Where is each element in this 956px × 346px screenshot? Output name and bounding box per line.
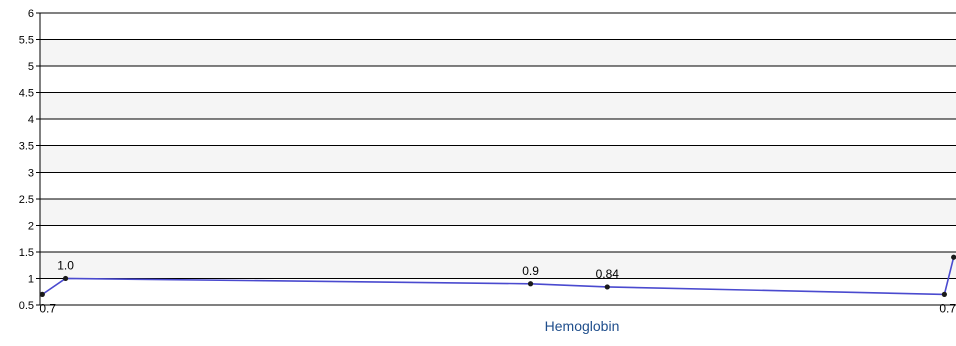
y-tick-label: 4.5 <box>19 88 34 100</box>
data-label: 0.7 <box>39 301 56 315</box>
y-tick-label: 4 <box>28 114 34 126</box>
data-point <box>951 254 956 260</box>
grid-band <box>40 92 956 120</box>
y-tick-label: 1.5 <box>19 247 34 259</box>
data-point <box>62 275 69 282</box>
x-axis-label: Hemoglobin <box>544 318 620 334</box>
y-tick-label: 0.5 <box>19 300 34 312</box>
y-tick-label: 5.5 <box>19 35 34 47</box>
data-label: 1.0 <box>57 258 74 272</box>
data-label: 0.84 <box>596 267 620 281</box>
y-tick-label: 5 <box>28 61 34 73</box>
data-label: 0.9 <box>522 264 539 278</box>
y-tick-label: 3 <box>28 167 34 179</box>
grid-band <box>40 145 956 173</box>
grid-band <box>40 39 956 67</box>
data-point <box>39 291 45 297</box>
gridlines <box>40 12 956 306</box>
grid-band <box>40 198 956 226</box>
data-labels: 0.7 1.0 0.9 0.84 0.7 <box>39 258 956 315</box>
y-tick-label: 2.5 <box>19 194 34 206</box>
data-point <box>527 281 534 287</box>
data-label: 0.7 <box>939 301 956 315</box>
y-tick-label: 1 <box>28 273 34 285</box>
y-tick-label: 3.5 <box>19 141 34 153</box>
data-point <box>941 291 947 297</box>
background-bands <box>40 39 956 279</box>
series-group <box>39 254 956 297</box>
y-tick-label: 6 <box>28 8 34 20</box>
grid-band <box>40 251 956 279</box>
y-axis: 0.5 1 1.5 2 2.5 3 3.5 4 4.5 5 5.5 6 <box>19 8 41 312</box>
series-line <box>41 257 955 296</box>
data-point <box>604 284 610 290</box>
y-tick-label: 2 <box>28 220 34 232</box>
